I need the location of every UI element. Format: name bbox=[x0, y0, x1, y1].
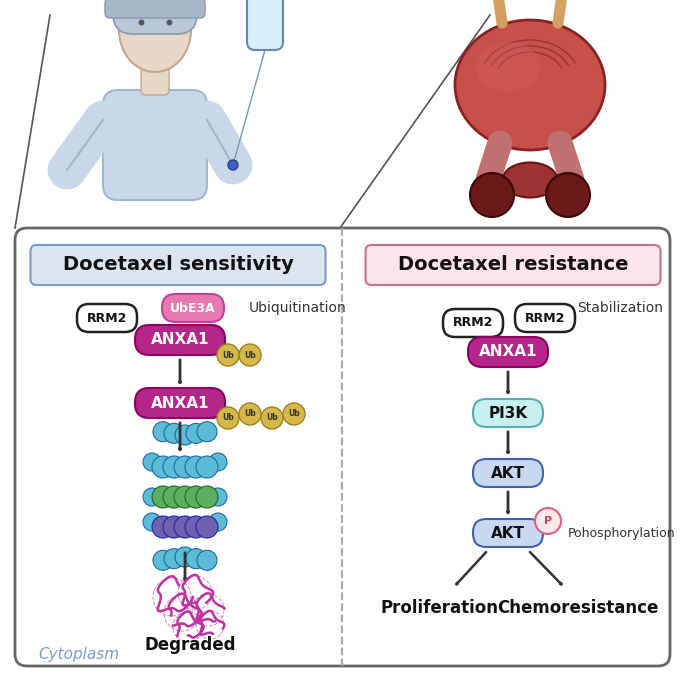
Circle shape bbox=[174, 456, 196, 478]
FancyBboxPatch shape bbox=[247, 0, 283, 50]
Circle shape bbox=[185, 516, 207, 538]
Circle shape bbox=[175, 425, 195, 445]
Text: Ub: Ub bbox=[222, 414, 234, 422]
Text: ANXA1: ANXA1 bbox=[151, 333, 209, 348]
Circle shape bbox=[228, 160, 238, 170]
Circle shape bbox=[197, 550, 217, 570]
Circle shape bbox=[209, 488, 227, 506]
Text: RRM2: RRM2 bbox=[453, 316, 493, 329]
Circle shape bbox=[546, 173, 590, 217]
Ellipse shape bbox=[119, 0, 191, 72]
Text: Proliferation: Proliferation bbox=[381, 599, 499, 617]
FancyBboxPatch shape bbox=[443, 309, 503, 337]
FancyBboxPatch shape bbox=[515, 304, 575, 332]
Circle shape bbox=[217, 407, 239, 429]
Circle shape bbox=[143, 513, 161, 531]
FancyBboxPatch shape bbox=[77, 304, 137, 332]
Circle shape bbox=[186, 549, 206, 568]
Circle shape bbox=[152, 486, 174, 508]
Circle shape bbox=[239, 344, 261, 366]
Text: Ub: Ub bbox=[288, 409, 300, 418]
Text: Stabilization: Stabilization bbox=[577, 301, 663, 315]
FancyBboxPatch shape bbox=[468, 337, 548, 367]
Text: AKT: AKT bbox=[491, 526, 525, 540]
FancyBboxPatch shape bbox=[15, 228, 670, 666]
Circle shape bbox=[174, 516, 196, 538]
Text: Degraded: Degraded bbox=[145, 636, 236, 654]
Text: P: P bbox=[544, 516, 552, 526]
Text: Docetaxel resistance: Docetaxel resistance bbox=[398, 255, 628, 274]
Text: RRM2: RRM2 bbox=[525, 312, 565, 325]
FancyBboxPatch shape bbox=[473, 459, 543, 487]
Circle shape bbox=[143, 488, 161, 506]
Circle shape bbox=[239, 403, 261, 425]
FancyBboxPatch shape bbox=[162, 294, 224, 322]
Text: Chemoresistance: Chemoresistance bbox=[497, 599, 659, 617]
FancyBboxPatch shape bbox=[141, 60, 169, 95]
Circle shape bbox=[164, 423, 184, 443]
FancyBboxPatch shape bbox=[366, 245, 660, 285]
Circle shape bbox=[153, 550, 173, 570]
Text: Docetaxel sensitivity: Docetaxel sensitivity bbox=[62, 255, 293, 274]
FancyBboxPatch shape bbox=[473, 519, 543, 547]
Text: Cytoplasm: Cytoplasm bbox=[38, 648, 119, 663]
FancyBboxPatch shape bbox=[113, 0, 197, 34]
Text: Ub: Ub bbox=[266, 414, 278, 422]
FancyBboxPatch shape bbox=[473, 399, 543, 427]
Circle shape bbox=[535, 508, 561, 534]
Circle shape bbox=[164, 549, 184, 568]
Circle shape bbox=[217, 344, 239, 366]
Text: ANXA1: ANXA1 bbox=[151, 395, 209, 411]
Text: PI3K: PI3K bbox=[488, 405, 527, 420]
Circle shape bbox=[153, 422, 173, 442]
Text: Ub: Ub bbox=[244, 409, 256, 418]
Circle shape bbox=[470, 173, 514, 217]
Circle shape bbox=[197, 422, 217, 442]
Text: UbE3A: UbE3A bbox=[170, 301, 216, 314]
Circle shape bbox=[143, 453, 161, 471]
Ellipse shape bbox=[455, 20, 605, 150]
Circle shape bbox=[152, 456, 174, 478]
FancyBboxPatch shape bbox=[103, 90, 207, 200]
Circle shape bbox=[186, 423, 206, 443]
Circle shape bbox=[163, 456, 185, 478]
Text: RRM2: RRM2 bbox=[87, 312, 127, 325]
Circle shape bbox=[174, 486, 196, 508]
Text: Pohosphorylation: Pohosphorylation bbox=[568, 526, 675, 540]
Circle shape bbox=[209, 453, 227, 471]
Circle shape bbox=[196, 456, 218, 478]
Circle shape bbox=[283, 403, 305, 425]
Circle shape bbox=[261, 407, 283, 429]
Text: Ub: Ub bbox=[244, 350, 256, 359]
Circle shape bbox=[185, 486, 207, 508]
Circle shape bbox=[163, 516, 185, 538]
Circle shape bbox=[196, 516, 218, 538]
Ellipse shape bbox=[503, 162, 558, 198]
Circle shape bbox=[209, 513, 227, 531]
Circle shape bbox=[185, 456, 207, 478]
Text: Ubiquitination: Ubiquitination bbox=[249, 301, 347, 315]
Ellipse shape bbox=[475, 42, 540, 92]
Text: AKT: AKT bbox=[491, 466, 525, 481]
FancyBboxPatch shape bbox=[135, 388, 225, 418]
FancyBboxPatch shape bbox=[31, 245, 325, 285]
FancyBboxPatch shape bbox=[135, 325, 225, 355]
Text: Ub: Ub bbox=[222, 350, 234, 359]
Text: ANXA1: ANXA1 bbox=[479, 344, 537, 359]
Circle shape bbox=[152, 516, 174, 538]
Circle shape bbox=[163, 486, 185, 508]
Circle shape bbox=[196, 486, 218, 508]
FancyBboxPatch shape bbox=[105, 0, 205, 18]
Circle shape bbox=[175, 547, 195, 567]
